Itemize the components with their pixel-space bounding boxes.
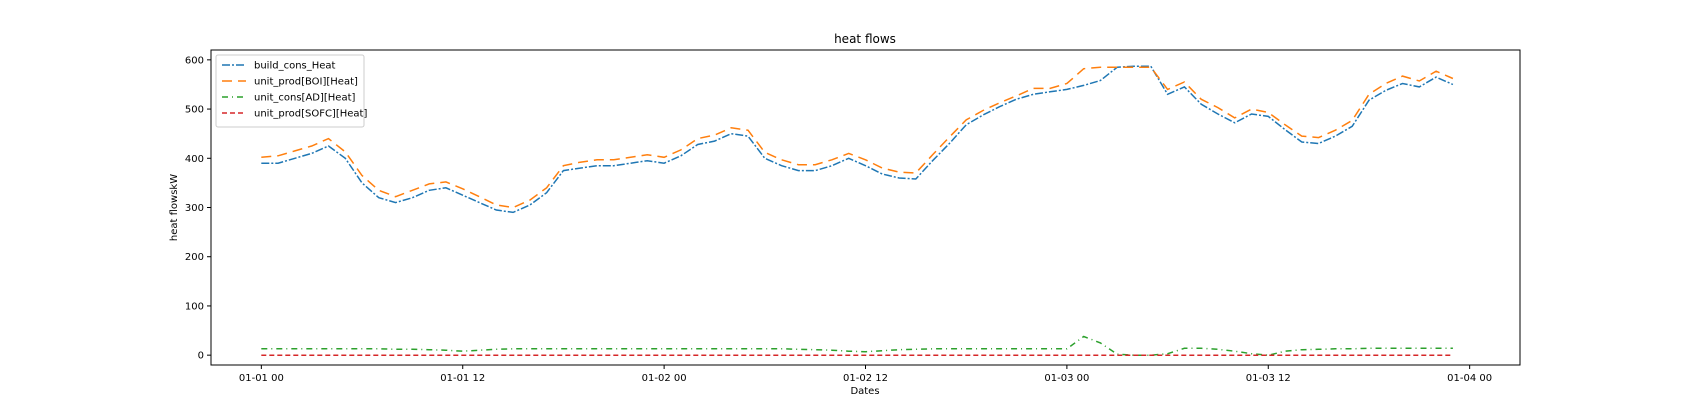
series-line-0 <box>261 65 1454 214</box>
y-tick-label: 600 <box>185 55 204 66</box>
legend-entry-label: unit_prod[BOI][Heat] <box>254 77 358 88</box>
y-axis-label: heat flowskW <box>169 174 180 241</box>
legend-entry-label: unit_prod[SOFC][Heat] <box>254 109 367 120</box>
y-tick-label: 0 <box>198 351 204 362</box>
x-tick-label: 01-04 00 <box>1447 373 1492 384</box>
y-tick-label: 300 <box>185 203 204 214</box>
chart-title: heat flows <box>834 32 896 46</box>
x-tick-label: 01-01 12 <box>440 373 485 384</box>
y-tick-label: 200 <box>185 252 204 263</box>
x-tick-label: 01-02 12 <box>843 373 888 384</box>
y-tick-label: 400 <box>185 154 204 165</box>
legend-entry-label: unit_cons[AD][Heat] <box>254 93 356 104</box>
y-tick-label: 100 <box>185 301 204 312</box>
legend-entry-label: build_cons_Heat <box>254 61 336 72</box>
legend: build_cons_Heat unit_prod[BOI][Heat] unit_… <box>215 54 367 128</box>
plot-area-frame <box>210 49 1521 366</box>
y-tick-label: 500 <box>185 105 204 116</box>
x-tick-label: 01-03 00 <box>1044 373 1089 384</box>
series-line-1 <box>261 66 1454 209</box>
x-tick-label: 01-03 12 <box>1246 373 1291 384</box>
series-line-2 <box>261 335 1453 356</box>
x-tick-label: 01-01 00 <box>239 373 284 384</box>
x-tick-label: 01-02 00 <box>642 373 687 384</box>
legend-box <box>215 54 365 128</box>
x-axis-label: Dates <box>850 386 879 397</box>
